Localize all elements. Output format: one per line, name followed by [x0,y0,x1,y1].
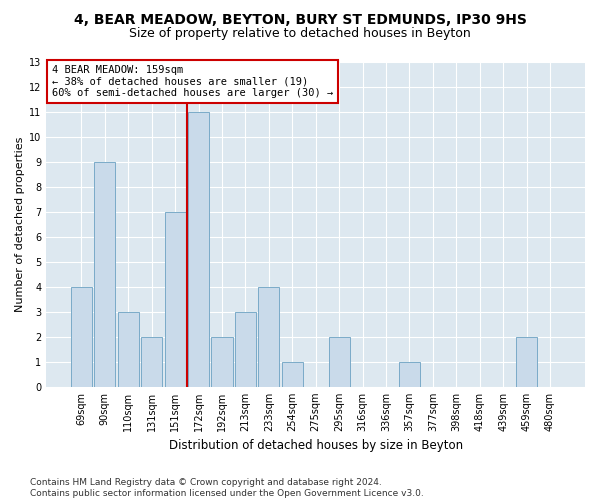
Bar [259,286,280,387]
Bar [211,337,233,387]
Bar [94,162,115,387]
X-axis label: Distribution of detached houses by size in Beyton: Distribution of detached houses by size … [169,440,463,452]
Bar [141,337,162,387]
Bar [399,362,420,387]
Bar [516,337,537,387]
Bar [71,286,92,387]
Text: Contains HM Land Registry data © Crown copyright and database right 2024.
Contai: Contains HM Land Registry data © Crown c… [30,478,424,498]
Text: Size of property relative to detached houses in Beyton: Size of property relative to detached ho… [129,28,471,40]
Bar [188,112,209,387]
Bar [235,312,256,387]
Text: 4 BEAR MEADOW: 159sqm
← 38% of detached houses are smaller (19)
60% of semi-deta: 4 BEAR MEADOW: 159sqm ← 38% of detached … [52,65,333,98]
Text: 4, BEAR MEADOW, BEYTON, BURY ST EDMUNDS, IP30 9HS: 4, BEAR MEADOW, BEYTON, BURY ST EDMUNDS,… [74,12,526,26]
Bar [282,362,303,387]
Bar [164,212,185,387]
Y-axis label: Number of detached properties: Number of detached properties [15,136,25,312]
Bar [118,312,139,387]
Bar [329,337,350,387]
